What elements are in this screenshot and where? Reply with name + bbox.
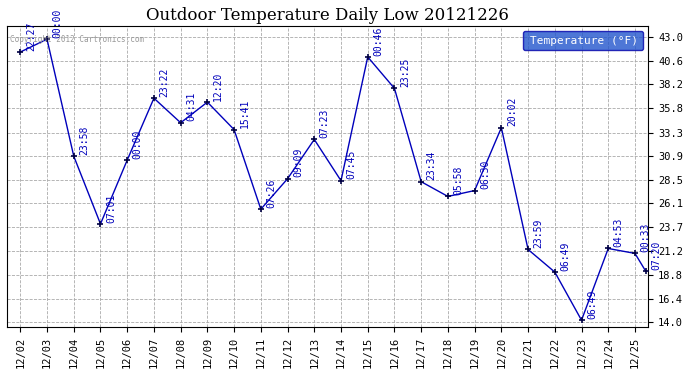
Text: 23:34: 23:34 xyxy=(426,151,437,180)
Text: Copyright 2012 Cartronics.com: Copyright 2012 Cartronics.com xyxy=(10,34,144,44)
Text: 23:25: 23:25 xyxy=(400,58,410,87)
Text: 06:30: 06:30 xyxy=(480,160,490,189)
Text: 04:53: 04:53 xyxy=(614,218,624,247)
Text: 09:09: 09:09 xyxy=(293,148,303,177)
Text: 05:58: 05:58 xyxy=(453,166,464,195)
Text: 00:46: 00:46 xyxy=(373,26,383,56)
Text: 06:49: 06:49 xyxy=(587,290,597,319)
Text: 20:02: 20:02 xyxy=(507,97,517,126)
Text: 07:01: 07:01 xyxy=(106,193,116,222)
Text: 00:00: 00:00 xyxy=(52,9,63,38)
Text: 23:59: 23:59 xyxy=(533,219,544,248)
Text: 23:22: 23:22 xyxy=(159,68,170,97)
Title: Outdoor Temperature Daily Low 20121226: Outdoor Temperature Daily Low 20121226 xyxy=(146,7,509,24)
Legend: Temperature (°F): Temperature (°F) xyxy=(522,31,643,50)
Text: 15:41: 15:41 xyxy=(239,99,250,128)
Text: 07:23: 07:23 xyxy=(320,109,330,138)
Text: 23:58: 23:58 xyxy=(79,125,89,155)
Text: 22:27: 22:27 xyxy=(26,21,36,51)
Text: 00:33: 00:33 xyxy=(640,223,651,252)
Text: 07:45: 07:45 xyxy=(346,150,357,179)
Text: 04:31: 04:31 xyxy=(186,92,196,122)
Text: 07:20: 07:20 xyxy=(651,240,661,270)
Text: 07:26: 07:26 xyxy=(266,178,277,208)
Text: 06:49: 06:49 xyxy=(560,241,571,271)
Text: 00:00: 00:00 xyxy=(132,129,143,159)
Text: 12:20: 12:20 xyxy=(213,71,223,101)
